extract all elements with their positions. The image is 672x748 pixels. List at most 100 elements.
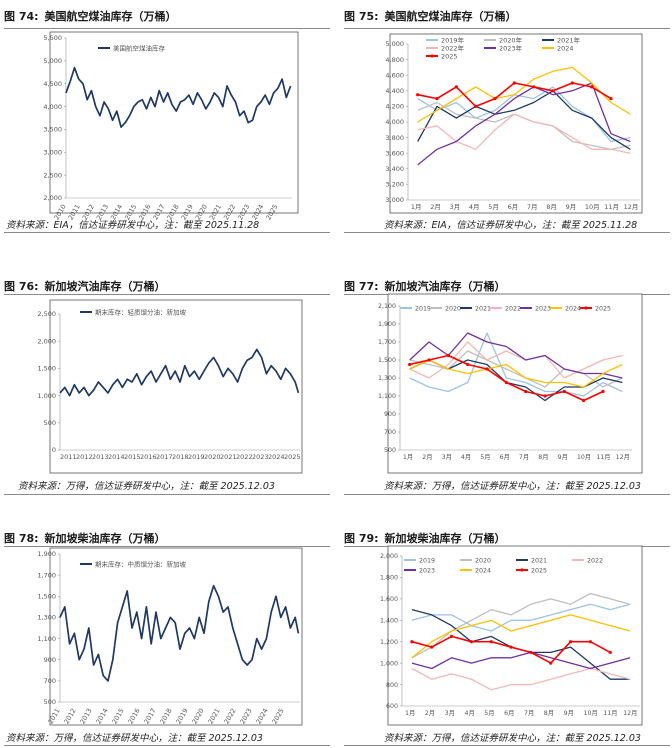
data-point xyxy=(549,661,553,665)
y-tick-label: 2,000 xyxy=(43,194,62,202)
legend-label: 2025 xyxy=(441,52,458,60)
x-tick-label: 10月 xyxy=(577,453,591,461)
x-tick-label: 2019 xyxy=(188,453,205,461)
x-tick-label: 8月 xyxy=(546,203,557,211)
x-tick-label: 2014 xyxy=(108,453,125,461)
legend-label: 2023 xyxy=(535,305,551,312)
y-tick-label: 800 xyxy=(386,682,398,689)
x-tick-label: 4月 xyxy=(461,453,471,461)
data-point xyxy=(582,398,586,403)
y-tick-label: 1,300 xyxy=(37,614,56,622)
y-tick-label: 500 xyxy=(44,698,56,706)
y-tick-label: 2,500 xyxy=(37,310,56,318)
figure-title: 图 77: 新加坡汽油库存（万桶） xyxy=(344,280,506,293)
y-tick-label: 5,000 xyxy=(43,57,62,65)
x-tick-label: 1月 xyxy=(411,203,422,211)
x-tick-label: 2023 xyxy=(252,453,269,461)
line-chart: 5,000 4,800 4,600 4,400 4,200 4,000 3,800 3,600… xyxy=(385,33,643,214)
y-tick-label: 1,900 xyxy=(37,550,56,558)
legend-marker xyxy=(430,54,434,58)
legend-label: 2023 xyxy=(419,567,435,574)
line-chart: 2,000 1,800 1,600 1,400 1,200 1,000 800 600 1月 2月… xyxy=(380,545,643,726)
series-line xyxy=(59,584,300,682)
y-tick-label: 1,600 xyxy=(380,596,398,603)
x-tick-label: 3月 xyxy=(445,709,455,717)
x-tick-label: 2018 xyxy=(172,453,189,461)
data-point xyxy=(474,104,478,108)
data-point xyxy=(543,394,547,398)
data-point xyxy=(551,89,555,93)
y-tick-label: 900 xyxy=(44,656,56,664)
legend-label: 2022年 xyxy=(441,43,465,52)
series-line xyxy=(411,667,631,691)
x-tick-label: 11月 xyxy=(603,709,617,717)
legend-label: 2024 xyxy=(565,305,581,312)
y-tick-label: 1,000 xyxy=(37,392,56,400)
chart-panel-fig76: 图 76: 新加坡汽油库存（万桶） 资料来源：万得，信达证券研发中心，注：截至 2… xyxy=(4,278,330,496)
data-point xyxy=(609,97,613,101)
y-tick-label: 700 xyxy=(384,429,396,436)
y-tick-label: 3,600 xyxy=(385,149,404,157)
y-tick-label: 700 xyxy=(44,677,56,685)
series-line xyxy=(409,332,623,397)
y-tick-label: 1,700 xyxy=(37,571,56,579)
data-point xyxy=(608,650,612,655)
data-point xyxy=(410,640,414,644)
source-note: 资料来源：万得，信达证券研发中心，注：截至 2025.12.03 xyxy=(384,481,641,492)
legend-label: 2019 xyxy=(419,557,435,564)
series-line xyxy=(59,348,300,397)
data-point xyxy=(529,650,533,655)
x-tick-label: 10月 xyxy=(583,709,597,717)
data-point xyxy=(454,85,458,89)
x-tick-label: 8月 xyxy=(544,709,554,717)
x-tick-label: 2015 xyxy=(124,453,141,461)
data-point xyxy=(504,380,508,385)
source-note: 资料来源：EIA，信达证券研发中心，注：截至 2025.11.28 xyxy=(384,220,638,231)
legend-marker xyxy=(584,306,588,310)
data-point xyxy=(430,645,434,649)
series-line xyxy=(65,66,292,128)
x-tick-label: 1月 xyxy=(403,453,413,461)
chart-panel-fig75: 图 75: 美国航空煤油库存（万桶） 资料来源：EIA，信达证券研发中心，注：截至… xyxy=(344,8,670,233)
series-line xyxy=(411,603,631,632)
legend-label: 2024 xyxy=(475,567,491,574)
data-point xyxy=(489,640,493,644)
y-tick-label: 3,400 xyxy=(385,165,404,173)
x-tick-label: 2011 xyxy=(60,453,77,461)
y-tick-label: 1,800 xyxy=(380,575,398,582)
chart-frame xyxy=(389,33,643,214)
x-tick-label: 2013 xyxy=(92,453,109,461)
legend-label: 2022 xyxy=(505,305,521,312)
y-tick-label: 1,500 xyxy=(37,365,56,373)
data-point xyxy=(562,389,566,394)
y-tick-label: 3,000 xyxy=(385,196,404,204)
y-tick-label: 5,500 xyxy=(43,34,62,42)
data-point xyxy=(590,85,594,89)
data-point xyxy=(512,81,516,85)
data-point xyxy=(524,389,528,394)
x-tick-label: 2月 xyxy=(430,203,441,211)
y-tick-label: 1,000 xyxy=(380,660,398,667)
chart-frame xyxy=(49,299,303,474)
x-tick-label: 2月 xyxy=(422,453,432,461)
chart-panel-fig78: 图 78: 新加坡柴油库存（万桶） 资料来源：万得，信达证券研发中心，注：截至 2… xyxy=(4,530,330,746)
x-tick-label: 5月 xyxy=(484,709,494,717)
source-note: 资料来源：万得，信达证券研发中心，注：截至 2025.12.03 xyxy=(18,481,275,492)
data-point xyxy=(446,353,450,358)
legend-label: 2020 xyxy=(475,557,491,564)
data-point xyxy=(416,93,420,97)
legend-label: 2021年 xyxy=(557,35,581,44)
legend-label: 期末库存：中质馏分油：新加坡 xyxy=(95,559,187,568)
y-tick-label: 2,000 xyxy=(380,553,398,560)
x-tick-label: 11月 xyxy=(604,203,619,211)
x-tick-label: 12月 xyxy=(623,709,637,717)
x-tick-label: 11月 xyxy=(596,453,610,461)
x-tick-label: 2024 xyxy=(268,453,285,461)
y-tick-label: 2,100 xyxy=(378,303,396,310)
x-tick-label: 2012 xyxy=(76,453,93,461)
y-tick-label: 1,100 xyxy=(37,635,56,643)
line-chart: 2,500 2,000 1,500 1,000 500 0 2011 2012 2013 2014… xyxy=(37,299,303,474)
data-point xyxy=(493,97,497,101)
data-point xyxy=(435,97,439,101)
data-point xyxy=(466,362,470,367)
